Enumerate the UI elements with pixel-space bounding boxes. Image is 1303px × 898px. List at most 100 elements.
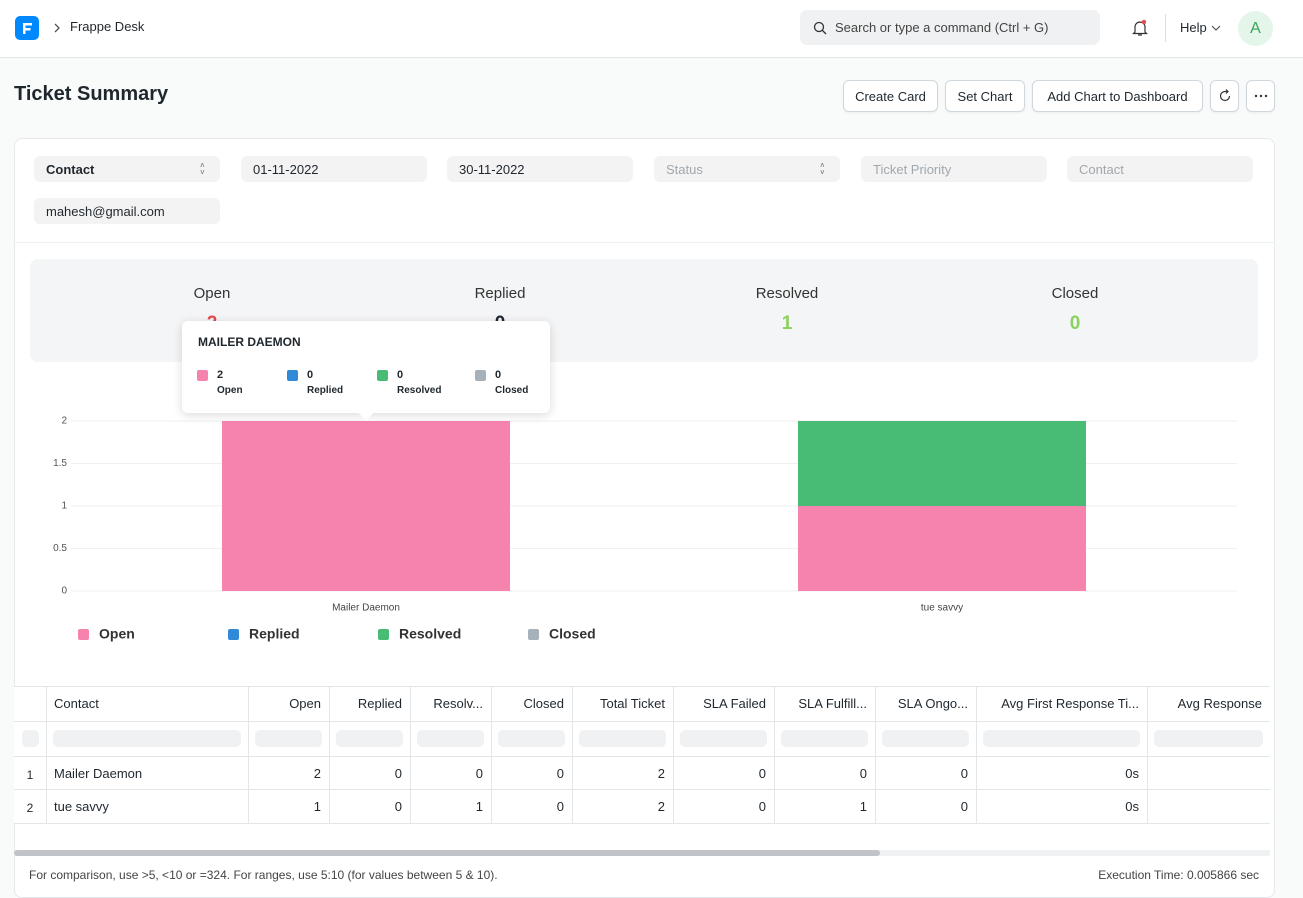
bar-segment xyxy=(798,506,1086,591)
column-header: Replied xyxy=(357,696,402,711)
menu-button[interactable] xyxy=(1246,80,1275,112)
summary-label: Resolved xyxy=(755,285,819,302)
col-line xyxy=(1147,686,1148,824)
execution-time: Execution Time: 0.005866 sec xyxy=(1098,868,1259,882)
filter-input[interactable]: mahesh@gmail.com xyxy=(34,198,220,224)
table-cell: 1 xyxy=(475,799,483,814)
column-header: Total Ticket xyxy=(599,696,665,711)
table-cell: 0s xyxy=(1125,799,1139,814)
logo[interactable] xyxy=(15,16,39,40)
table-cell: 0 xyxy=(556,766,564,781)
scrollbar-thumb[interactable] xyxy=(14,850,880,856)
summary-label: Replied xyxy=(474,285,526,302)
tooltip-swatch xyxy=(197,370,208,381)
avatar[interactable]: A xyxy=(1238,11,1273,46)
column-header: Closed xyxy=(523,696,564,711)
search-icon xyxy=(813,21,827,35)
x-tick-label: tue savvy xyxy=(921,603,963,614)
tooltip-swatch xyxy=(475,370,486,381)
column-filter xyxy=(22,730,39,747)
table-cell: 2 xyxy=(657,766,665,781)
column-header: Open xyxy=(289,696,321,711)
y-tick-label: 2 xyxy=(61,416,67,427)
refresh-button[interactable] xyxy=(1210,80,1239,112)
table-cell: 0 xyxy=(960,799,968,814)
help-menu[interactable]: Help xyxy=(1180,20,1207,35)
table-cell: 0s xyxy=(1125,766,1139,781)
col-line xyxy=(248,686,249,824)
tooltip-value: 0 xyxy=(495,369,502,381)
chevron xyxy=(54,23,60,33)
summary-label: Closed xyxy=(1051,285,1099,302)
col-line xyxy=(976,686,977,824)
row-line xyxy=(14,789,1270,790)
col-line xyxy=(774,686,775,824)
col-line xyxy=(491,686,492,824)
row-line xyxy=(14,756,1270,757)
chevron xyxy=(1211,25,1221,31)
bar-segment xyxy=(798,421,1086,506)
search-placeholder: Search or type a command (Ctrl + G) xyxy=(835,20,1049,35)
button[interactable]: Add Chart to Dashboard xyxy=(1032,80,1203,112)
chart-tooltip xyxy=(182,321,550,413)
tooltip-title: MAILER DAEMON xyxy=(198,335,301,349)
column-filter[interactable] xyxy=(53,730,241,747)
bar-segment xyxy=(222,421,510,591)
column-filter[interactable] xyxy=(1154,730,1263,747)
search-box[interactable]: Search or type a command (Ctrl + G) xyxy=(800,10,1100,45)
divider xyxy=(1165,14,1166,42)
legend-swatch xyxy=(378,629,389,640)
tooltip-value: 2 xyxy=(217,369,224,381)
column-header: SLA Fulfill... xyxy=(798,696,867,711)
divider xyxy=(14,242,1275,243)
column-header: Avg Response xyxy=(1177,696,1262,711)
button[interactable]: Create Card xyxy=(843,80,938,112)
select-arrows: ˄ ˅ xyxy=(820,161,825,177)
col-line xyxy=(875,686,876,824)
column-filter[interactable] xyxy=(579,730,666,747)
legend-label: Replied xyxy=(249,626,300,642)
summary-label: Open xyxy=(193,285,231,302)
col-line xyxy=(329,686,330,824)
table-cell: 1 xyxy=(313,799,321,814)
column-filter[interactable] xyxy=(781,730,868,747)
table-cell: 2 xyxy=(657,799,665,814)
column-filter[interactable] xyxy=(336,730,403,747)
filter-input[interactable]: Contact xyxy=(1067,156,1253,182)
table-cell: 0 xyxy=(758,799,766,814)
filter-input[interactable]: Status xyxy=(654,156,840,182)
tooltip-swatch xyxy=(377,370,388,381)
column-filter[interactable] xyxy=(983,730,1140,747)
table-cell: 0 xyxy=(394,799,402,814)
filter-input[interactable]: Ticket Priority xyxy=(861,156,1047,182)
notification-bell[interactable] xyxy=(1131,19,1149,37)
column-filter[interactable] xyxy=(417,730,484,747)
column-header: SLA Ongo... xyxy=(897,696,968,711)
y-tick-label: 1.5 xyxy=(53,458,67,469)
tooltip-label: Closed xyxy=(495,385,529,396)
navbar: Frappe Desk Search or type a command (Ct… xyxy=(0,0,1303,58)
y-tick-label: 0.5 xyxy=(53,543,67,554)
filter-input[interactable]: Contact xyxy=(34,156,220,182)
table-cell: 0 xyxy=(475,766,483,781)
filter-input[interactable]: 01-11-2022 xyxy=(241,156,427,182)
y-tick-label: 0 xyxy=(61,586,67,597)
column-filter[interactable] xyxy=(498,730,565,747)
column-filter[interactable] xyxy=(680,730,767,747)
summary-value: 1 xyxy=(781,313,793,334)
column-header: SLA Failed xyxy=(703,696,766,711)
summary-value: 0 xyxy=(1069,313,1081,334)
row-line xyxy=(14,721,1270,722)
breadcrumb[interactable]: Frappe Desk xyxy=(70,19,145,34)
column-header: Avg First Response Ti... xyxy=(1001,696,1139,711)
filter-input[interactable]: 30-11-2022 xyxy=(447,156,633,182)
button[interactable]: Set Chart xyxy=(945,80,1025,112)
column-filter[interactable] xyxy=(882,730,969,747)
col-line xyxy=(572,686,573,824)
column-filter[interactable] xyxy=(255,730,322,747)
tooltip-label: Replied xyxy=(307,385,344,396)
select-arrows: ˄ ˅ xyxy=(200,161,205,177)
table-cell: Mailer Daemon xyxy=(54,766,143,781)
